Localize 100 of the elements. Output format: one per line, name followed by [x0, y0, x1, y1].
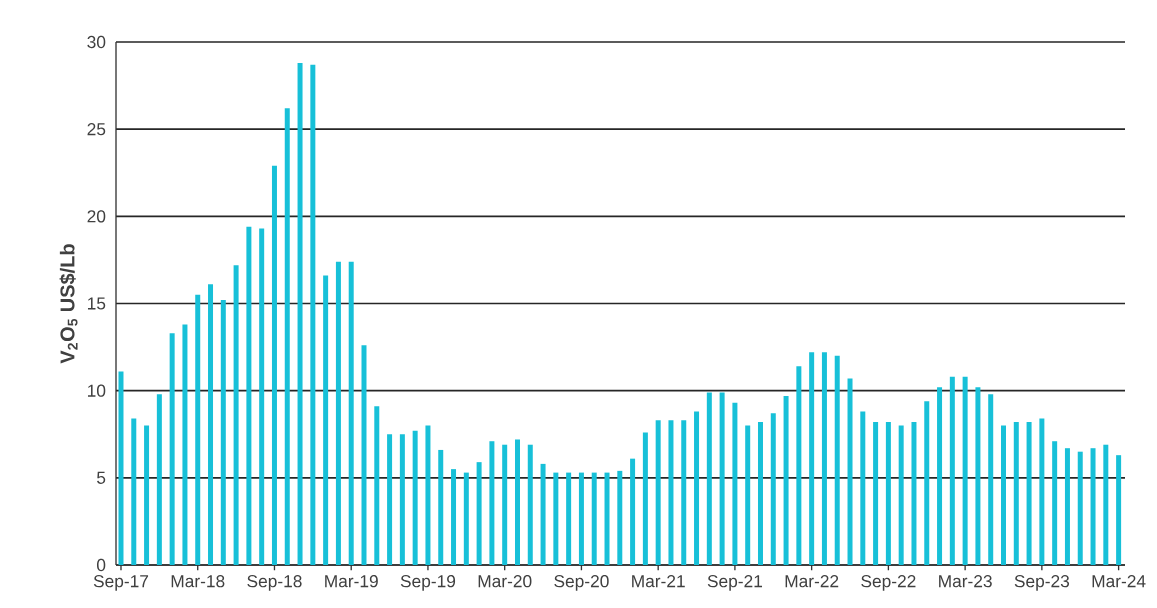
- x-tick-label: Mar-23: [939, 575, 992, 588]
- bar: [220, 300, 226, 565]
- bar: [374, 406, 380, 565]
- bar: [144, 425, 150, 565]
- x-tick-label: Sep-23: [1014, 575, 1070, 591]
- bar: [118, 371, 124, 565]
- y-tick-label: 0: [96, 558, 106, 572]
- bar: [131, 418, 137, 565]
- bar: [284, 108, 290, 565]
- bar: [463, 472, 469, 565]
- bar: [949, 376, 955, 565]
- bar: [630, 458, 636, 565]
- x-tick-label: Sep-18: [247, 575, 302, 591]
- bar: [783, 395, 789, 565]
- bar: [527, 444, 533, 565]
- x-tick-label: Sep-19: [400, 575, 456, 591]
- bar: [860, 411, 866, 565]
- bar: [195, 294, 201, 565]
- x-tick-label: Mar-18: [171, 575, 225, 588]
- x-tick-label: Mar-20: [478, 575, 532, 588]
- bar: [694, 411, 700, 565]
- bar: [1064, 448, 1070, 565]
- bar: [591, 472, 597, 565]
- bar: [246, 226, 252, 565]
- bar: [540, 463, 546, 565]
- y-tick-label: 5: [97, 471, 106, 484]
- bar: [1090, 448, 1096, 565]
- bar: [1116, 455, 1122, 565]
- x-tick-label: Sep-20: [554, 575, 609, 591]
- bar: [387, 434, 393, 565]
- bar: [988, 394, 994, 565]
- bar: [937, 387, 943, 565]
- bar: [259, 228, 265, 565]
- x-tick-label: Mar-24: [1092, 575, 1146, 588]
- bar: [821, 352, 827, 565]
- bar: [412, 430, 418, 565]
- y-tick-label: 25: [87, 123, 106, 136]
- bar: [566, 472, 572, 565]
- bar: [1103, 444, 1109, 565]
- bar: [617, 470, 623, 565]
- bar: [668, 420, 674, 565]
- bar: [335, 261, 341, 565]
- x-tick-label: Sep-22: [861, 575, 916, 591]
- bar: [425, 425, 431, 565]
- x-tick-label: Sep-21: [707, 575, 763, 591]
- bar: [809, 352, 815, 565]
- bar: [553, 472, 559, 565]
- bar: [847, 378, 853, 565]
- x-tick-label: Mar-19: [325, 575, 378, 588]
- bar: [489, 441, 495, 565]
- bar: [911, 422, 917, 565]
- x-tick-label: Mar-22: [785, 575, 839, 588]
- x-tick-label: Sep-17: [93, 575, 149, 591]
- bar: [745, 425, 751, 565]
- bar: [873, 422, 879, 565]
- bar: [770, 413, 776, 565]
- bar: [182, 324, 188, 565]
- bar: [233, 265, 239, 565]
- y-tick-label: 15: [88, 297, 106, 310]
- bar: [604, 472, 610, 565]
- bar: [655, 420, 661, 565]
- bar: [732, 402, 738, 565]
- bar: [399, 434, 405, 565]
- bar: [681, 420, 687, 565]
- bar: [757, 422, 763, 565]
- y-tick-label: 30: [87, 35, 106, 49]
- bar: [1039, 418, 1045, 565]
- bar: [1026, 422, 1032, 565]
- bar: [1052, 441, 1058, 565]
- bar: [578, 472, 584, 565]
- bar: [451, 469, 457, 565]
- bar: [348, 261, 354, 565]
- x-tick-label: Mar-21: [632, 575, 685, 588]
- bar: [706, 392, 712, 565]
- bar: [885, 422, 891, 565]
- bar: [1013, 422, 1019, 565]
- bar: [898, 425, 904, 565]
- bar: [323, 275, 329, 565]
- bar: [156, 394, 162, 565]
- bar: [310, 64, 316, 565]
- bar: [834, 355, 840, 565]
- bar: [502, 444, 508, 565]
- bar: [297, 62, 303, 565]
- bar: [719, 392, 725, 565]
- bar: [476, 462, 482, 565]
- bar: [1001, 425, 1006, 565]
- bar: [975, 387, 981, 565]
- y-tick-label: 20: [87, 210, 106, 223]
- bar: [514, 439, 520, 565]
- bar: [796, 366, 802, 565]
- bar: [208, 284, 214, 565]
- bar: [271, 165, 277, 565]
- bar: [1077, 451, 1083, 565]
- bar: [642, 432, 648, 565]
- y-axis-title: V$_{2}$O$_{5}$ US$/Lb: [59, 244, 78, 364]
- y-tick-label: 10: [88, 384, 106, 397]
- bar: [962, 376, 968, 565]
- bar: [438, 449, 444, 565]
- bar: [924, 401, 930, 565]
- bar: [169, 333, 175, 565]
